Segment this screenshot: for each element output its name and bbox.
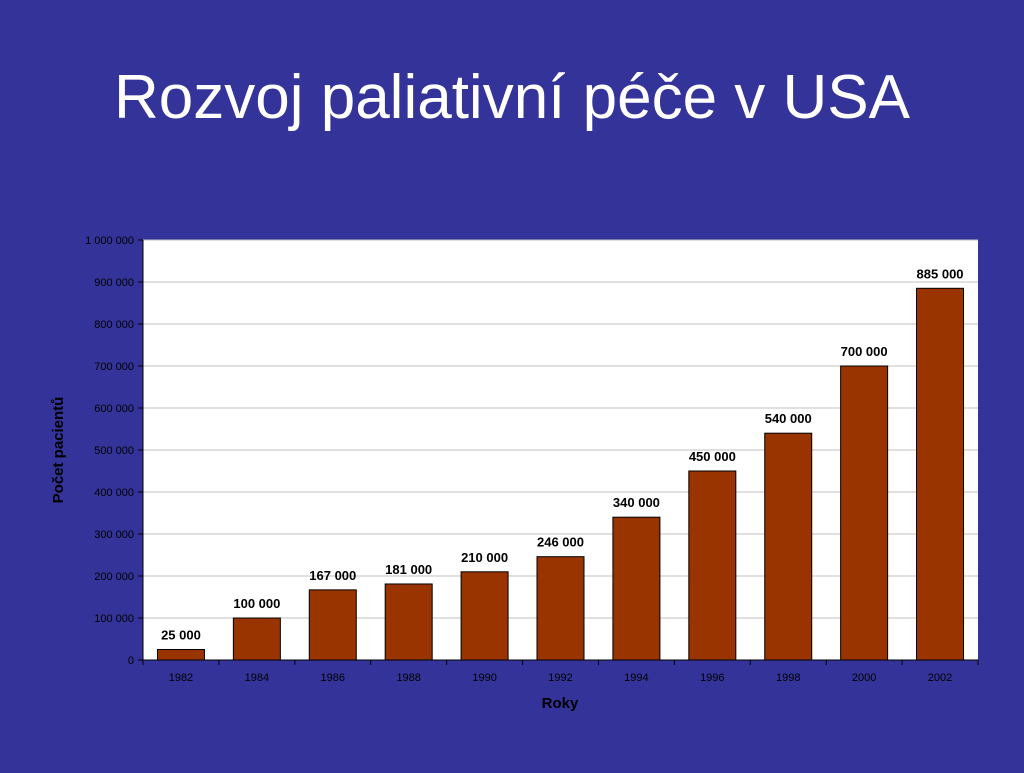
y-tick-label: 400 000 (94, 487, 134, 499)
bar-1998 (764, 432, 813, 661)
x-axis-title: Roky (542, 695, 579, 712)
x-tick-label: 1992 (548, 672, 572, 684)
x-tick-label: 1984 (245, 672, 269, 684)
data-label: 100 000 (233, 596, 280, 611)
y-tick-label: 0 (128, 655, 134, 667)
bar-2002 (916, 287, 965, 661)
bar-1996 (688, 470, 737, 661)
y-tick-label: 100 000 (94, 613, 134, 625)
data-labels: 25 000 100 000 167 000 181 000 210 000 246 00… (161, 266, 963, 642)
data-label: 25 000 (161, 628, 201, 643)
y-tick-labels: 0 100 000 200 000 300 000 400 000 500 000 600 … (85, 235, 134, 667)
data-label: 450 000 (689, 449, 736, 464)
data-label: 246 000 (537, 535, 584, 550)
data-label: 167 000 (309, 568, 356, 583)
y-tick-label: 800 000 (94, 319, 134, 331)
y-tick-label: 1 000 000 (85, 235, 134, 247)
bar-1982 (156, 649, 205, 661)
bars (156, 287, 965, 661)
y-tick-label: 300 000 (94, 529, 134, 541)
data-label: 181 000 (385, 562, 432, 577)
bar-2000 (840, 365, 889, 661)
y-tick-label: 900 000 (94, 277, 134, 289)
y-axis-title: Počet pacientů (50, 397, 67, 504)
x-tick-label: 1982 (169, 672, 193, 684)
bar-1990 (460, 571, 509, 661)
x-tick-label: 1994 (624, 672, 648, 684)
x-tick-label: 2002 (928, 672, 952, 684)
x-tick-label: 1998 (776, 672, 800, 684)
y-tick-label: 700 000 (94, 361, 134, 373)
bar-1986 (308, 589, 357, 661)
bar-1988 (384, 583, 433, 661)
y-tick-label: 500 000 (94, 445, 134, 457)
data-label: 885 000 (917, 266, 964, 281)
x-tick-label: 1986 (321, 672, 345, 684)
bar-1984 (232, 617, 281, 661)
x-tick-labels: 1982 1984 1986 1988 1990 1992 1994 1996 1998 2000… (169, 672, 953, 684)
data-label: 210 000 (461, 550, 508, 565)
bar-1994 (612, 516, 661, 661)
x-tick-label: 2000 (852, 672, 876, 684)
bar-1992 (536, 556, 585, 661)
gridlines (143, 239, 978, 619)
data-label: 340 000 (613, 495, 660, 510)
slide-title: Rozvoj paliativní péče v USA (113, 63, 911, 132)
axes (138, 239, 979, 665)
y-tick-label: 200 000 (94, 571, 134, 583)
x-tick-label: 1988 (396, 672, 420, 684)
data-label: 540 000 (765, 411, 812, 426)
x-tick-label: 1990 (472, 672, 496, 684)
data-label: 700 000 (841, 344, 888, 359)
y-tick-label: 600 000 (94, 403, 134, 415)
x-tick-label: 1996 (700, 672, 724, 684)
